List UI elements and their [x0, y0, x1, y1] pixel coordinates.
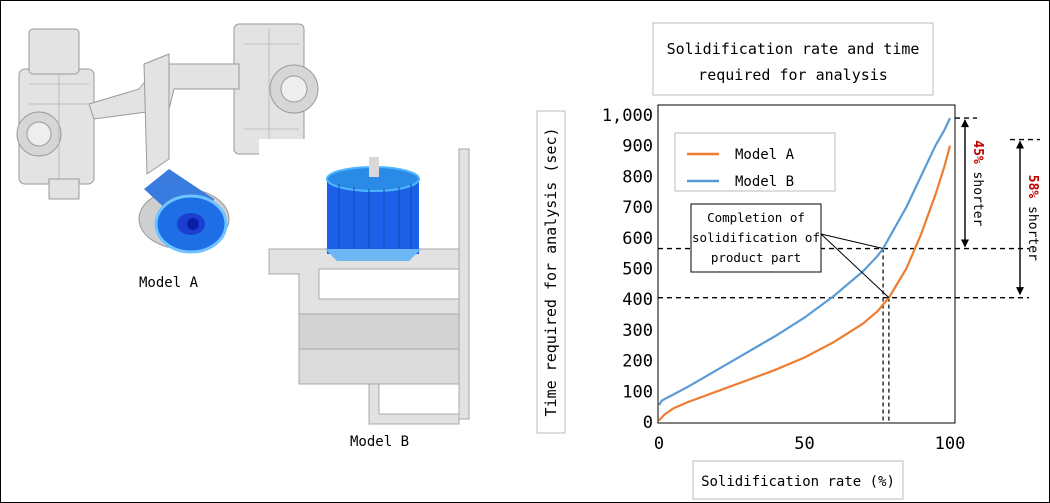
- y-tick-label: 600: [622, 229, 653, 249]
- annotation-text: product part: [711, 250, 801, 265]
- y-tick-label: 100: [622, 382, 653, 402]
- series-lines: [658, 117, 952, 422]
- x-tick-label: 50: [794, 434, 814, 454]
- x-tick-label: 100: [935, 434, 966, 454]
- model-b-panel: [259, 139, 489, 431]
- y-axis-label: Time required for analysis (sec): [542, 128, 560, 417]
- x-tick-label: 0: [654, 434, 664, 454]
- reference-lines: [658, 247, 1029, 423]
- plot-area: [657, 104, 956, 424]
- y-tick-label: 500: [622, 260, 653, 280]
- bracket-percent: 58%: [1025, 175, 1040, 199]
- y-axis-label-box: [536, 110, 566, 434]
- y-tick-label: 800: [622, 167, 653, 187]
- bracket-arrowhead-down: [1016, 287, 1024, 296]
- legend: Model A Model B: [674, 132, 836, 192]
- y-tick-label: 0: [643, 413, 653, 433]
- x-axis-label-box: [692, 460, 904, 500]
- bracket-arrowhead-down: [961, 239, 969, 248]
- model-b-illustration: [268, 148, 470, 425]
- x-axis-label: Solidification rate (%): [701, 474, 895, 490]
- reduction-brackets: 45% shorter 58% shorter: [955, 117, 1040, 296]
- bracket-suffix: shorter: [970, 164, 985, 227]
- chart-title-line1: Solidification rate and time: [667, 40, 920, 58]
- model-b-label: Model B: [350, 434, 410, 450]
- x-ticks: 0 50 100: [654, 434, 965, 454]
- bracket-percent: 45%: [970, 140, 985, 164]
- annotation-text: Completion of: [707, 210, 805, 225]
- model-a-label: Model A: [139, 275, 199, 291]
- y-tick-label: 1,000: [602, 106, 653, 126]
- bracket-arrowhead-up: [961, 119, 969, 128]
- series-line-model-a: [658, 145, 952, 422]
- bracket-arrowhead-up: [1016, 140, 1024, 149]
- bracket-label: 58% shorter: [1025, 175, 1040, 261]
- bracket-suffix: shorter: [1025, 198, 1040, 261]
- solidification-chart: Solidification rate and time required fo…: [536, 22, 1040, 500]
- annotation-text: solidification of: [692, 230, 820, 245]
- annotation-leader: [820, 233, 890, 299]
- completion-annotation: Completion of solidification of product pa…: [690, 203, 890, 299]
- series-line-model-b: [658, 117, 951, 406]
- y-tick-label: 900: [622, 137, 653, 157]
- y-ticks: 0 100 200 300 400 500 600 700 800 900 1,000: [602, 106, 653, 433]
- y-tick-label: 200: [622, 352, 653, 372]
- y-tick-label: 700: [622, 198, 653, 218]
- y-tick-label: 400: [622, 290, 653, 310]
- chart-title-line2: required for analysis: [698, 66, 888, 84]
- y-tick-label: 300: [622, 321, 653, 341]
- legend-label: Model A: [735, 147, 795, 163]
- legend-label: Model B: [735, 174, 794, 190]
- annotation-box: [690, 203, 822, 273]
- model-a-illustration: [16, 23, 319, 254]
- annotation-leader: [820, 233, 884, 250]
- bracket-label: 45% shorter: [970, 140, 985, 226]
- chart-title-box: [652, 22, 934, 96]
